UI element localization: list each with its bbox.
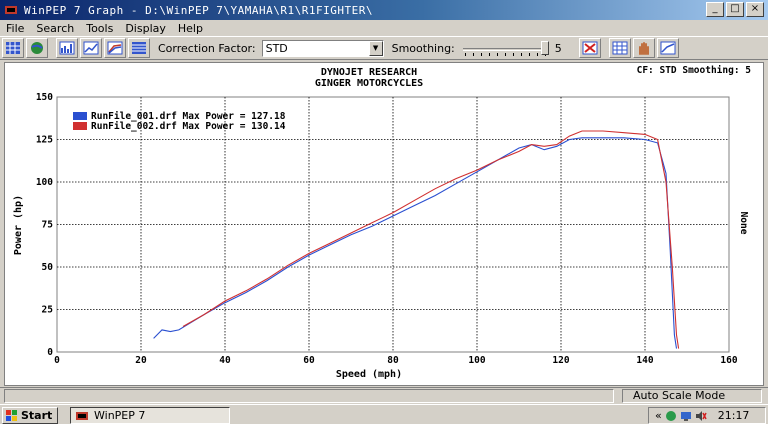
- smoothing-value: 5: [554, 41, 562, 55]
- correction-factor-label: Correction Factor:: [158, 41, 256, 55]
- x-tick-label: 100: [468, 355, 485, 366]
- legend-swatch-2: [73, 122, 87, 130]
- slider-thumb[interactable]: [540, 40, 549, 55]
- y-tick-label: 100: [36, 177, 53, 188]
- menu-search[interactable]: Search: [36, 21, 75, 35]
- y-tick-label: 125: [36, 135, 53, 146]
- winpep-app-icon[interactable]: [4, 3, 18, 17]
- hand-pan-button[interactable]: [632, 38, 655, 58]
- chart-title: DYNOJET RESEARCH: [321, 67, 417, 78]
- windows-logo-icon: [6, 410, 17, 421]
- volume-muted-icon[interactable]: [695, 410, 707, 422]
- x-tick-label: 120: [552, 355, 569, 366]
- series-lines: [153, 130, 680, 349]
- y-tick-label: 25: [42, 305, 54, 316]
- taskbar: Start WinPEP 7 « 21:17: [0, 404, 768, 424]
- menu-tools[interactable]: Tools: [86, 21, 114, 35]
- x-tick-label: 40: [219, 355, 231, 366]
- correction-factor-select[interactable]: STD ▼: [261, 39, 384, 57]
- menu-display[interactable]: Display: [125, 21, 166, 35]
- graph-line-button[interactable]: [80, 38, 102, 58]
- legend: RunFile_001.drf Max Power = 127.18RunFil…: [73, 111, 286, 132]
- clear-icon: [582, 41, 598, 55]
- y-tick-labels: 0 25 50 75 100 125 150: [36, 92, 53, 358]
- x-tick-label: 20: [135, 355, 147, 366]
- toolbar: Correction Factor: STD ▼ Smoothing: 5: [0, 36, 768, 60]
- window-title: WinPEP 7 Graph - D:\WinPEP 7\YAMAHA\R1\R…: [24, 3, 374, 17]
- smoothing-label: Smoothing:: [391, 41, 455, 55]
- series-line-2: [182, 130, 680, 349]
- cf-smoothing-readout: CF: STD Smoothing: 5: [637, 65, 752, 76]
- menu-bar: File Search Tools Display Help: [0, 20, 768, 36]
- legend-label-1: RunFile_001.drf Max Power = 127.18: [91, 111, 286, 122]
- start-label: Start: [21, 409, 53, 422]
- right-axis-label: None: [738, 212, 749, 235]
- tray-expand-icon[interactable]: «: [655, 409, 662, 422]
- chevron-down-icon[interactable]: ▼: [368, 40, 383, 56]
- x-tick-label: 80: [387, 355, 399, 366]
- legend-swatch-1: [73, 112, 87, 120]
- correction-factor-value: STD: [265, 41, 288, 55]
- close-button[interactable]: ×: [746, 2, 764, 17]
- status-bar: Auto Scale Mode: [0, 387, 768, 403]
- smoothing-slider[interactable]: [461, 40, 549, 57]
- minimize-button[interactable]: _: [706, 2, 724, 17]
- graph-bars-button[interactable]: [56, 38, 78, 58]
- x-tick-label: 160: [720, 355, 737, 366]
- clock: 21:17: [717, 409, 750, 422]
- grid-icon: [6, 42, 20, 54]
- chart-subtitle: GINGER MOTORCYCLES: [315, 78, 423, 89]
- start-button[interactable]: Start: [2, 407, 58, 424]
- clear-button[interactable]: [578, 38, 601, 58]
- zoom-graph-icon: [660, 41, 676, 55]
- chart-icon: [612, 41, 628, 55]
- x-axis-label: Speed (mph): [336, 369, 402, 380]
- grid: [57, 97, 729, 352]
- graph-overlay-icon: [107, 41, 123, 55]
- graph-bars-icon: [59, 41, 75, 55]
- taskbar-item-winpep[interactable]: WinPEP 7: [70, 407, 230, 424]
- graph-table-icon: [132, 42, 146, 54]
- title-bar: WinPEP 7 Graph - D:\WinPEP 7\YAMAHA\R1\R…: [0, 0, 768, 20]
- graph-panel[interactable]: DYNOJET RESEARCH GINGER MOTORCYCLES CF: …: [4, 62, 764, 386]
- maximize-button[interactable]: □: [726, 2, 744, 17]
- y-tick-label: 150: [36, 92, 53, 103]
- x-tick-label: 0: [54, 355, 60, 366]
- network-icon[interactable]: [665, 410, 677, 422]
- menu-help[interactable]: Help: [177, 21, 203, 35]
- globe-icon: [31, 42, 43, 54]
- x-tick-label: 140: [636, 355, 653, 366]
- legend-label-2: RunFile_002.drf Max Power = 130.14: [91, 121, 286, 132]
- taskbar-item-label: WinPEP 7: [94, 409, 146, 422]
- y-tick-label: 50: [42, 262, 54, 273]
- hand-icon: [638, 42, 649, 55]
- menu-file[interactable]: File: [6, 21, 25, 35]
- zoom-graph-button[interactable]: [656, 38, 679, 58]
- x-tick-labels: 0 20 40 60 80 100 120 140 160: [54, 355, 738, 366]
- winpep-task-icon: [76, 411, 88, 420]
- grid-view-button[interactable]: [2, 38, 24, 58]
- y-axis-label: Power (hp): [13, 195, 24, 255]
- y-tick-label: 75: [42, 220, 54, 231]
- y-tick-label: 0: [47, 347, 53, 358]
- graph-table-button[interactable]: [128, 38, 150, 58]
- series-line-1: [153, 137, 678, 349]
- globe-button[interactable]: [26, 38, 48, 58]
- auto-scale-mode-status: Auto Scale Mode: [622, 389, 762, 403]
- graph-line-icon: [83, 41, 99, 55]
- monitor-icon[interactable]: [680, 410, 692, 422]
- dyno-chart: DYNOJET RESEARCH GINGER MOTORCYCLES CF: …: [13, 65, 752, 380]
- status-cell: [4, 389, 614, 403]
- chart-button[interactable]: [608, 38, 631, 58]
- graph-overlay-button[interactable]: [104, 38, 126, 58]
- x-tick-label: 60: [303, 355, 315, 366]
- system-tray: « 21:17: [648, 407, 766, 424]
